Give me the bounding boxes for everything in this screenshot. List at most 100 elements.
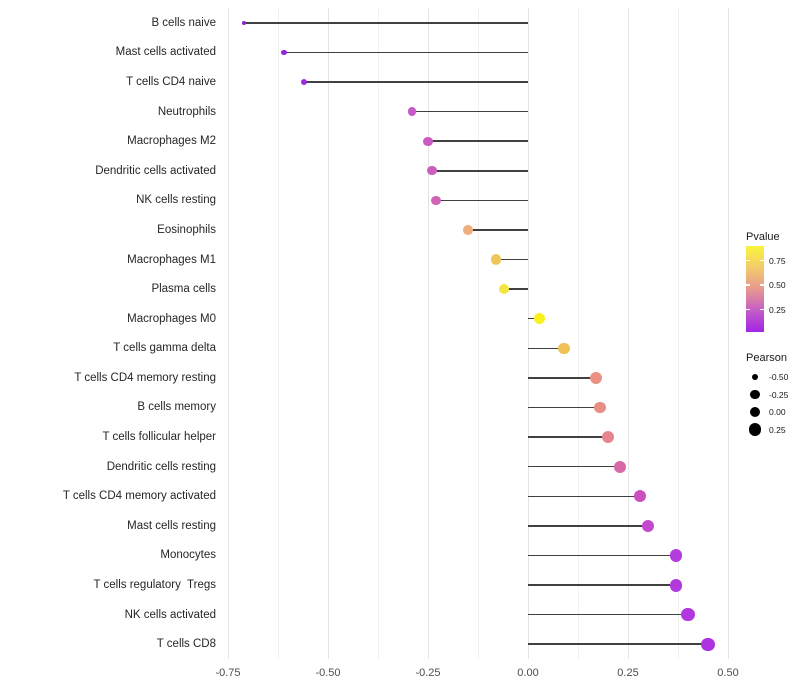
- pearson-legend-label: -0.50: [769, 372, 789, 382]
- lollipop-stem: [528, 465, 620, 468]
- category-label: Neutrophils: [157, 105, 216, 118]
- gridline-minor: [277, 8, 279, 659]
- category-label: T cells CD8: [156, 638, 216, 651]
- category-label: Dendritic cells resting: [106, 460, 216, 473]
- gridline-major: [427, 8, 429, 659]
- x-tick-label: -0.25: [415, 667, 441, 679]
- gridline-minor: [477, 8, 479, 659]
- gridline-minor: [577, 8, 579, 659]
- lollipop-dot: [701, 637, 715, 651]
- category-label: T cells CD4 memory activated: [62, 490, 216, 503]
- lollipop-stem: [528, 406, 600, 409]
- lollipop-stem: [284, 51, 528, 54]
- lollipop-dot: [431, 195, 441, 205]
- pearson-legend-dot: [749, 406, 761, 418]
- lollipop-dot: [613, 460, 627, 473]
- x-tick-label: 0.25: [617, 667, 639, 679]
- x-tick-label: 0.50: [717, 667, 739, 679]
- lollipop-dot: [681, 608, 695, 622]
- category-label: T cells gamma delta: [113, 342, 216, 355]
- colorbar-tick: [760, 284, 764, 286]
- x-tick-label: -0.50: [315, 667, 341, 679]
- lollipop-dot: [534, 313, 546, 325]
- gridline-major: [327, 8, 329, 659]
- lollipop-stem: [528, 436, 608, 438]
- category-label: Macrophages M2: [127, 135, 216, 148]
- lollipop-stem: [528, 613, 688, 616]
- category-label: Dendritic cells activated: [95, 164, 216, 177]
- lollipop-dot: [427, 166, 437, 176]
- lollipop-stem: [528, 317, 540, 320]
- lollipop-dot: [241, 20, 247, 25]
- gridline-major: [227, 8, 229, 659]
- lollipop-dot: [300, 78, 308, 86]
- category-label: Eosinophils: [157, 223, 216, 236]
- category-label: B cells naive: [151, 16, 216, 29]
- lollipop-stem: [528, 495, 640, 497]
- category-label: Macrophages M0: [127, 312, 216, 325]
- lollipop-dot: [594, 401, 606, 414]
- category-label: Mast cells activated: [115, 46, 216, 59]
- lollipop-stem: [528, 554, 676, 557]
- pearson-legend-dot: [748, 423, 762, 436]
- gridline-major: [627, 8, 629, 659]
- lollipop-stem: [496, 258, 528, 261]
- lollipop-dot: [669, 548, 683, 562]
- x-tick-label: 0.00: [517, 667, 539, 679]
- category-label: T cells regulatory Tregs: [93, 579, 216, 592]
- category-label: Plasma cells: [151, 283, 216, 296]
- colorbar-tick: [760, 260, 764, 262]
- lollipop-stem: [304, 81, 528, 83]
- category-label: Macrophages M1: [127, 253, 216, 266]
- lollipop-dot: [281, 49, 287, 56]
- lollipop-stem: [412, 110, 528, 113]
- lollipop-stem: [244, 22, 528, 24]
- gridline-minor: [377, 8, 379, 659]
- category-label: Mast cells resting: [127, 519, 216, 532]
- colorbar-tick: [746, 284, 750, 286]
- lollipop-dot: [641, 519, 655, 533]
- pearson-legend-label: -0.25: [769, 389, 789, 400]
- colorbar-tick: [760, 308, 764, 311]
- pvalue-gradient-bar: [746, 246, 764, 332]
- pvalue-tick-label: 0.75: [769, 255, 786, 266]
- category-label: T cells follicular helper: [102, 431, 216, 444]
- lollipop-stem: [432, 170, 528, 172]
- lollipop-dot: [590, 371, 602, 384]
- lollipop-stem: [468, 229, 528, 231]
- lollipop-stem: [528, 377, 596, 379]
- pvalue-legend-title: Pvalue: [746, 231, 780, 243]
- colorbar-tick: [746, 308, 750, 311]
- pearson-legend-dot: [750, 389, 760, 400]
- pearson-legend-label: 0.00: [769, 407, 786, 417]
- category-label: Monocytes: [160, 549, 216, 562]
- gridline-major: [527, 8, 529, 659]
- pearson-legend-title: Pearson: [746, 352, 787, 364]
- lollipop-dot: [633, 490, 647, 503]
- colorbar-tick: [746, 260, 750, 262]
- lollipop-dot: [490, 254, 502, 265]
- pearson-legend-label: 0.25: [769, 424, 786, 435]
- lollipop-dot: [463, 225, 473, 235]
- category-label: T cells CD4 memory resting: [74, 371, 216, 384]
- gridline-major: [727, 8, 729, 659]
- pearson-legend-dot: [751, 373, 759, 381]
- lollipop-dot: [423, 136, 433, 146]
- lollipop-stem: [504, 288, 528, 290]
- lollipop-stem: [528, 347, 564, 350]
- lollipop-dot: [558, 342, 570, 354]
- lollipop-dot: [669, 578, 683, 592]
- x-tick-label: -0.75: [215, 667, 241, 679]
- lollipop-dot: [498, 283, 510, 295]
- lollipop-stem: [528, 525, 648, 527]
- pvalue-tick-label: 0.25: [769, 304, 786, 315]
- lollipop-dot: [407, 107, 417, 116]
- lollipop-stem: [428, 140, 528, 142]
- lollipop-stem: [528, 643, 708, 645]
- lollipop-stem: [528, 584, 676, 586]
- category-label: NK cells resting: [136, 194, 216, 207]
- lollipop-dot: [601, 431, 614, 444]
- category-label: NK cells activated: [124, 608, 216, 621]
- category-label: B cells memory: [137, 401, 216, 414]
